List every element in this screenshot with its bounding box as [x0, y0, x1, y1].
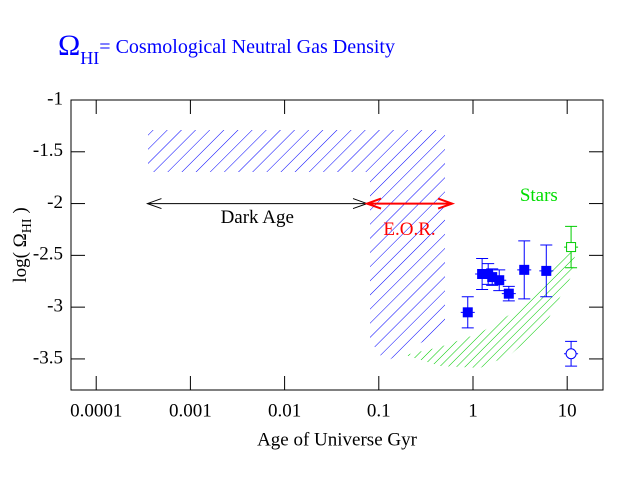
y-tick-label: -1.5 [33, 140, 63, 161]
y-axis-label: log( ΩHI ) [10, 207, 35, 282]
y-tick-label: -2.5 [33, 244, 63, 265]
point [566, 242, 577, 253]
ylabel-before: log( Ω [10, 233, 31, 282]
ylabel-after: ) [10, 207, 31, 218]
title-symbol: Ω [58, 29, 80, 62]
title-subscript: HI [80, 48, 99, 68]
title-text: = Cosmological Neutral Gas Density [99, 36, 395, 58]
ylabel-subscript: HI [20, 218, 35, 233]
x-tick-label: 0.0001 [70, 400, 122, 421]
x-tick-label: 0.1 [367, 400, 391, 421]
x-tick-label: 10 [558, 400, 577, 421]
y-tick-label: -1 [47, 88, 63, 109]
hatch-region [148, 130, 445, 362]
annotation: Stars [520, 185, 558, 206]
era-label: Dark Age [221, 207, 294, 228]
stars-hatch [405, 248, 576, 368]
x-axis-label: Age of Universe Gyr [257, 429, 418, 450]
point [462, 307, 473, 318]
plot-frame [70, 99, 604, 391]
arrow-head [364, 197, 456, 210]
x-tick-label: 0.01 [268, 400, 301, 421]
x-tick-label: 0.001 [169, 400, 212, 421]
point [519, 264, 530, 275]
y-tick-label: -3 [47, 296, 63, 317]
point [503, 288, 514, 299]
x-tick-label: 1 [468, 400, 478, 421]
point [565, 348, 577, 360]
chart-title: ΩHI= Cosmological Neutral Gas Density [58, 29, 395, 68]
era-label: E.O.R. [383, 219, 435, 240]
y-tick-label: -3.5 [33, 347, 63, 368]
point [494, 275, 505, 286]
point [541, 265, 552, 276]
y-tick-label: -2 [47, 192, 63, 213]
